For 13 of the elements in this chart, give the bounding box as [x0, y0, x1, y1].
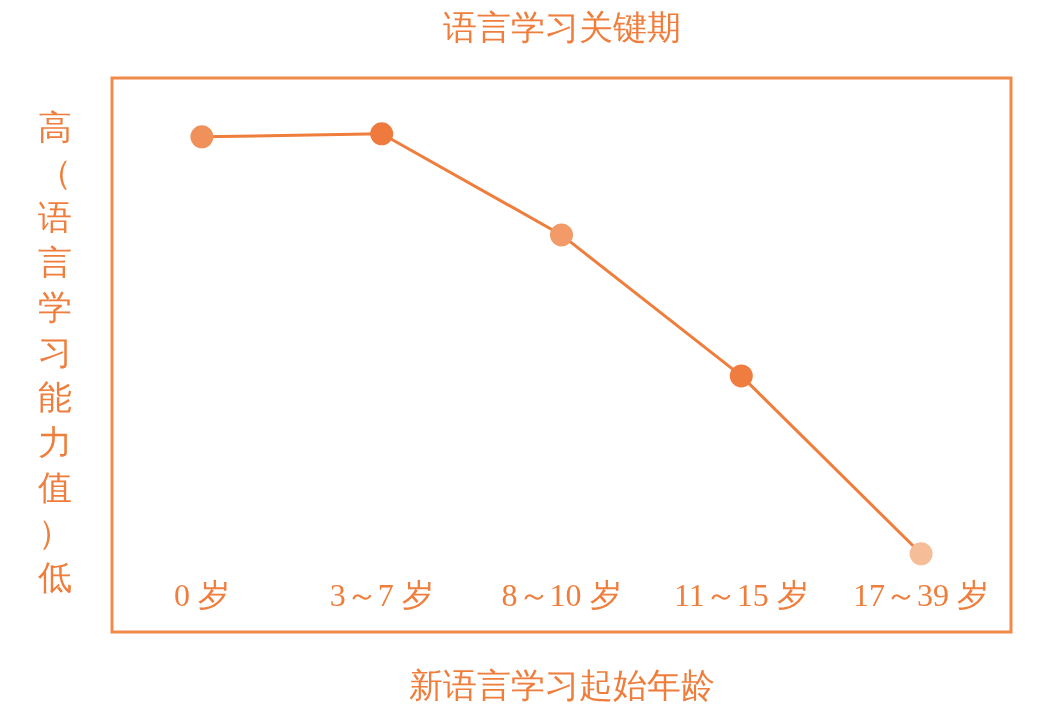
x-tick-label: 11～15 岁: [673, 577, 809, 614]
x-axis-title: 新语言学习起始年龄: [408, 666, 715, 704]
point: [190, 125, 214, 149]
chart-title: 语言学习关键期: [442, 8, 681, 46]
x-tick-label: 17～39 岁: [853, 577, 990, 614]
x-tick-label: 3～7 岁: [329, 577, 434, 614]
x-tick-label: 8～10 岁: [501, 577, 622, 614]
x-tick-label: 0 岁: [173, 577, 230, 614]
point: [909, 542, 933, 566]
point: [550, 223, 573, 247]
point: [370, 122, 394, 146]
text: 高（语言学习能力值）低: [38, 108, 72, 596]
point: [729, 364, 753, 388]
